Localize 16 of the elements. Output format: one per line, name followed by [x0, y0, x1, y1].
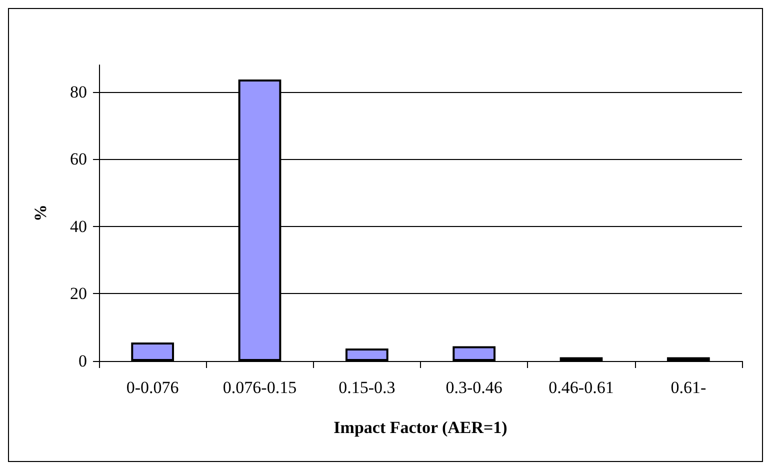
x-tick-label: 0.3-0.46	[446, 378, 502, 397]
x-tick-label: 0.15-0.3	[338, 378, 396, 397]
x-axis-title: Impact Factor (AER=1)	[334, 418, 508, 437]
bar	[452, 346, 496, 361]
bar	[131, 342, 174, 361]
y-tick-label: 20	[70, 284, 87, 304]
y-tick-label: 0	[78, 352, 87, 370]
x-tick-label: 0.46-0.61	[548, 378, 614, 397]
x-tick-label: 0.61-	[670, 378, 706, 397]
bar	[345, 348, 388, 361]
x-tick-label: 0.076-0.15	[222, 378, 297, 397]
y-tick-label: 60	[70, 150, 87, 169]
y-tick-label: 80	[70, 82, 87, 102]
x-tick-label: 0-0.076	[126, 378, 179, 397]
y-axis-title: %	[31, 204, 50, 222]
y-tick-label: 40	[70, 216, 87, 236]
